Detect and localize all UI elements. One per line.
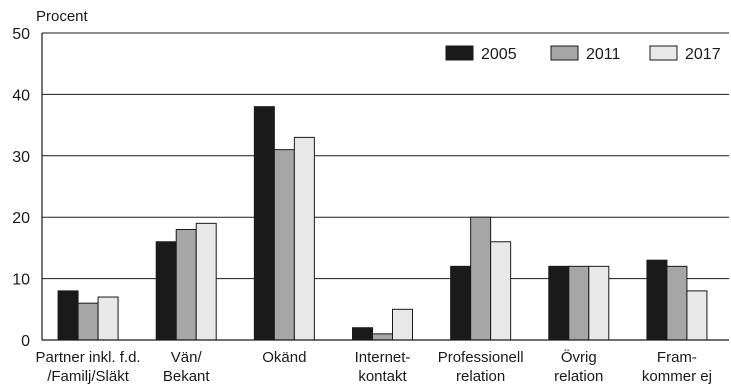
bar-2011-4 — [372, 333, 393, 341]
x-tick-label: relation — [456, 368, 505, 385]
x-tick-label: relation — [554, 368, 603, 385]
bar-2005-2 — [155, 241, 177, 341]
y-tick-label: 40 — [12, 87, 30, 104]
bar-2017-2 — [195, 222, 217, 341]
x-tick-label: Okänd — [262, 349, 306, 366]
legend: 2005 2011 2017 — [445, 45, 721, 63]
y-tick-label: 30 — [12, 149, 30, 166]
bar-2005-7 — [646, 259, 668, 341]
bar-2011-1 — [77, 302, 99, 341]
bar-2011-2 — [175, 228, 197, 341]
legend-label-2017: 2017 — [685, 46, 721, 63]
y-tick-label: 50 — [12, 26, 30, 43]
x-tick-label: Partner inkl. f.d. — [36, 349, 141, 366]
y-tick-label: 0 — [21, 333, 30, 350]
y-axis-label: Procent — [36, 8, 89, 25]
y-tick-label: 20 — [12, 210, 30, 227]
bar-2017-1 — [97, 296, 119, 341]
bar-2005-1 — [57, 290, 79, 341]
bar-2005-5 — [450, 265, 472, 341]
legend-swatch-2011 — [550, 45, 579, 61]
gridlines — [42, 32, 729, 280]
bar-2011-6 — [568, 265, 590, 341]
x-tick-label: Vän/ — [171, 349, 203, 366]
y-tick-labels: 0 10 20 30 40 50 — [12, 26, 30, 350]
bar-2011-7 — [666, 265, 688, 341]
y-tick-label: 10 — [12, 272, 30, 289]
bar-2017-4 — [392, 308, 413, 341]
x-tick-label: Internet- — [355, 349, 411, 366]
x-tick-label: kommer ej — [642, 368, 712, 385]
legend-label-2005: 2005 — [481, 46, 517, 63]
x-tick-label: /Familj/Släkt — [47, 368, 130, 385]
bar-2017-7 — [686, 290, 708, 341]
x-tick-label: Övrig — [561, 348, 597, 366]
bar-2017-5 — [490, 241, 512, 341]
bar-2011-5 — [470, 216, 492, 341]
bar-2005-3 — [253, 106, 275, 341]
bar-2017-6 — [588, 265, 610, 341]
x-tick-label: Fram- — [657, 349, 697, 366]
axes — [41, 33, 729, 341]
legend-swatch-2017 — [649, 45, 678, 61]
bar-2017-3 — [293, 136, 315, 341]
x-tick-label: Bekant — [163, 368, 211, 385]
x-tick-label: Professionell — [438, 349, 524, 366]
x-tick-labels: Partner inkl. f.d. /Familj/Släkt Vän/Bekan… — [36, 348, 712, 385]
x-tick-label: kontakt — [358, 368, 407, 385]
bar-2005-6 — [548, 265, 570, 341]
bars — [57, 106, 708, 341]
legend-label-2011: 2011 — [586, 46, 621, 63]
bar-2005-4 — [352, 327, 373, 341]
legend-swatch-2005 — [445, 45, 474, 61]
bar-2011-3 — [273, 149, 295, 341]
